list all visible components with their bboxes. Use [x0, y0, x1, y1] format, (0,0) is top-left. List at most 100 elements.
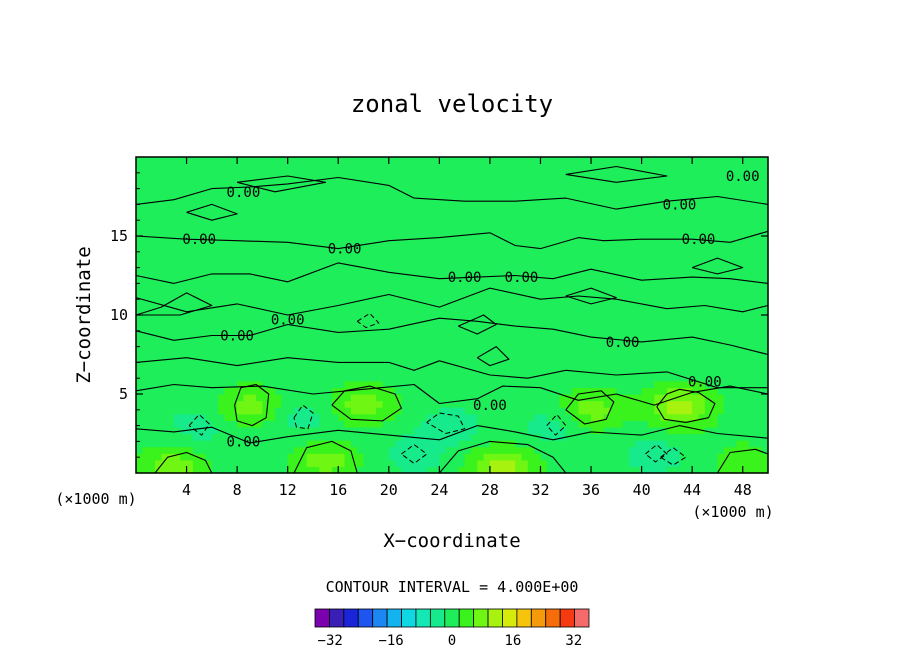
field-cell: [723, 163, 731, 171]
field-cell: [470, 282, 478, 290]
field-cell: [243, 189, 251, 198]
field-cell: [414, 209, 421, 217]
field-cell: [477, 176, 485, 184]
field-cell: [698, 440, 706, 448]
contour-line: [135, 425, 478, 444]
contour-line: [540, 295, 769, 313]
field-cell: [521, 400, 529, 408]
field-cell: [294, 249, 301, 257]
field-cell: [761, 315, 769, 323]
field-cell: [761, 282, 769, 290]
field-cell: [717, 275, 725, 283]
field-cell: [508, 347, 516, 356]
field-cell: [692, 400, 700, 408]
field-cell: [761, 400, 769, 408]
field-cell: [679, 301, 687, 310]
field-cell: [294, 413, 301, 421]
field-cell: [597, 446, 605, 454]
field-cell: [249, 420, 257, 428]
field-cell: [647, 459, 655, 468]
field-cell: [173, 387, 181, 395]
field-cell: [154, 315, 162, 323]
field-cell: [483, 301, 491, 310]
field-cell: [426, 183, 434, 191]
contour-line-negative: [660, 447, 687, 466]
field-cell: [211, 288, 219, 296]
field-cell: [306, 255, 314, 263]
field-cell: [647, 282, 655, 290]
field-cell: [736, 387, 744, 395]
field-cell: [256, 222, 263, 231]
field-cell: [591, 446, 598, 454]
field-cell: [192, 288, 200, 296]
field-cell: [388, 466, 396, 474]
field-cell: [559, 400, 567, 408]
field-cell: [338, 176, 346, 184]
field-cell: [641, 341, 649, 349]
field-cell: [344, 255, 352, 263]
field-cell: [730, 334, 737, 342]
x-tick-label: 36: [582, 481, 600, 499]
field-cell: [704, 222, 712, 231]
field-cell: [205, 453, 213, 461]
field-cell: [338, 466, 346, 474]
field-cell: [388, 394, 396, 402]
field-cell: [597, 275, 605, 283]
field-cell: [635, 209, 643, 217]
field-cell: [502, 308, 510, 316]
field-cell: [275, 242, 282, 250]
field-cell: [363, 189, 371, 198]
field-cell: [357, 426, 365, 435]
field-cell: [477, 400, 485, 408]
field-cell: [445, 413, 453, 421]
field-cell: [325, 361, 333, 369]
field-cell: [426, 387, 434, 395]
field-cell: [584, 282, 592, 290]
field-cell: [287, 380, 295, 389]
field-cell: [287, 242, 295, 250]
field-cell: [464, 374, 472, 382]
field-cell: [243, 249, 251, 257]
field-cell: [262, 328, 270, 336]
field-cell: [325, 275, 333, 283]
field-cell: [458, 308, 466, 316]
field-cell: [376, 361, 384, 369]
field-cell: [685, 203, 693, 211]
field-cell: [616, 413, 624, 421]
field-cell: [205, 367, 213, 375]
field-cell: [610, 308, 617, 316]
field-cell: [275, 394, 282, 402]
field-cell: [363, 361, 371, 369]
field-cell: [395, 426, 403, 435]
field-cell: [603, 242, 611, 250]
field-cell: [515, 459, 523, 468]
field-cell: [749, 163, 756, 171]
field-cell: [578, 196, 586, 204]
field-cell: [591, 426, 598, 435]
field-cell: [338, 282, 346, 290]
field-cell: [439, 236, 447, 244]
field-cell: [698, 328, 706, 336]
field-cell: [224, 374, 232, 382]
field-cell: [755, 341, 763, 349]
field-cell: [376, 249, 384, 257]
field-cell: [388, 203, 396, 211]
field-cell: [180, 209, 188, 217]
field-cell: [730, 400, 737, 408]
field-cell: [243, 433, 251, 441]
field-cell: [256, 407, 263, 415]
field-cell: [426, 321, 434, 329]
field-cell: [489, 170, 497, 178]
field-cell: [730, 466, 737, 474]
field-cell: [559, 321, 567, 329]
field-cell: [331, 229, 339, 237]
field-cell: [414, 334, 421, 342]
field-cell: [597, 440, 605, 448]
field-cell: [578, 433, 586, 441]
field-cell: [420, 308, 428, 316]
field-cell: [723, 440, 731, 448]
field-cell: [256, 301, 263, 310]
field-cell: [382, 400, 390, 408]
field-cell: [685, 466, 693, 474]
field-cell: [749, 426, 756, 435]
